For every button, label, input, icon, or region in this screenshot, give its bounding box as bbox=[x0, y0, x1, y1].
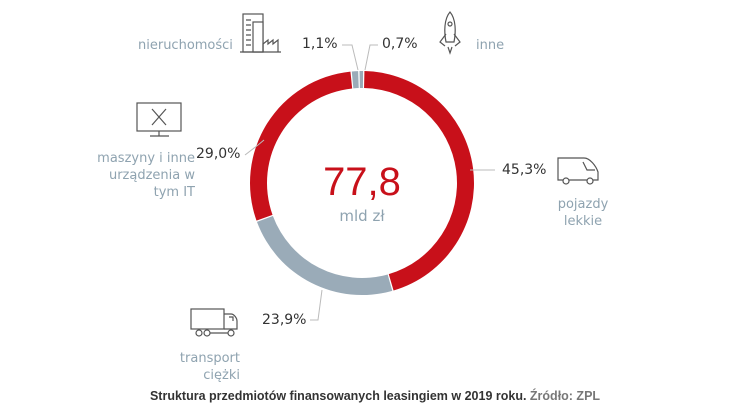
truck-icon bbox=[190, 308, 238, 337]
chart-caption: Struktura przedmiotów finansowanych leas… bbox=[0, 389, 750, 403]
building-factory-icon bbox=[240, 13, 281, 53]
leader-line-nieruchomosci bbox=[342, 44, 359, 71]
category-label-maszyny: maszyny i inne urządzenia w tym IT bbox=[97, 151, 195, 200]
caption-source: Źródło: ZPL bbox=[529, 389, 601, 403]
value-label-nieruchomosci: 1,1% bbox=[302, 36, 338, 52]
category-label-transport: transport ciężki bbox=[179, 351, 240, 383]
leader-line-maszyny bbox=[244, 139, 265, 156]
center-total-value: 77,8 bbox=[323, 160, 401, 204]
donut-slice-transport bbox=[256, 215, 393, 295]
category-label-inne: inne bbox=[476, 38, 505, 53]
leader-line-transport bbox=[310, 289, 323, 321]
value-label-pojazdy: 45,3% bbox=[502, 162, 547, 178]
donut-slice-inne bbox=[359, 71, 364, 89]
donut-slice-pojazdy bbox=[364, 71, 475, 291]
value-label-inne: 0,7% bbox=[382, 36, 418, 52]
donut-slice-nieruchomości bbox=[351, 71, 359, 89]
category-label-pojazdy: pojazdy lekkie bbox=[557, 197, 609, 229]
value-label-transport: 23,9% bbox=[262, 312, 307, 328]
category-label-nieruchomosci: nieruchomości bbox=[138, 38, 233, 53]
rocket-icon bbox=[439, 11, 461, 55]
caption-text: Struktura przedmiotów finansowanych leas… bbox=[149, 389, 527, 403]
center-total-unit: mld zł bbox=[339, 207, 385, 225]
donut-slice-maszyny bbox=[249, 71, 353, 221]
monitor-tools-icon bbox=[136, 102, 182, 137]
leader-line-inne bbox=[364, 44, 378, 71]
van-icon bbox=[557, 157, 599, 185]
value-label-maszyny: 29,0% bbox=[196, 146, 241, 162]
